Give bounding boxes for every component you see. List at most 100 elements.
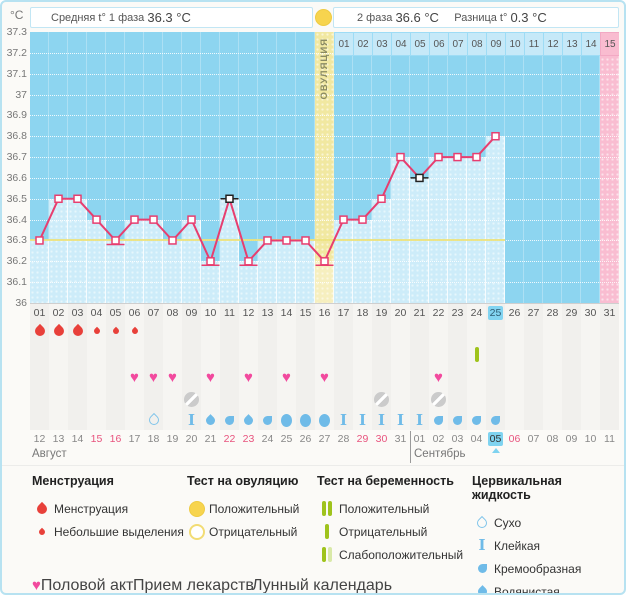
dpo-cell-14: 14 [581, 32, 601, 56]
cycle-day-17[interactable]: 17 [334, 305, 353, 320]
cycle-day-19[interactable]: 19 [372, 305, 391, 320]
cervical-sticky-day-17: I [334, 409, 353, 431]
temp-point-day-17[interactable] [339, 215, 348, 224]
temp-point-day-8[interactable] [168, 236, 177, 245]
cycle-day-21[interactable]: 21 [410, 305, 429, 320]
legend-separator [2, 465, 624, 466]
cycle-day-16[interactable]: 16 [315, 305, 334, 320]
column-separator [371, 32, 372, 303]
column-separator [124, 32, 125, 303]
legend-menstruation-title: Менструация [32, 474, 114, 488]
cervical-creamy-day-13 [258, 409, 277, 431]
y-axis-tick: 36.5 [6, 192, 27, 205]
temp-point-day-18[interactable] [358, 215, 367, 224]
temp-point-day-14[interactable] [282, 236, 291, 245]
date-label: 02 [432, 432, 445, 445]
intercourse-day-6: ♥ [125, 367, 144, 387]
temperature-curve [35, 131, 500, 267]
cycle-day-18[interactable]: 18 [353, 305, 372, 320]
temp-bar-day-25 [486, 136, 505, 303]
cycle-day-label: 15 [299, 306, 312, 319]
temp-point-day-6[interactable] [130, 215, 139, 224]
cycle-day-label: 18 [356, 306, 369, 319]
legend-item-label: Сухо [494, 515, 522, 530]
temp-point-day-15[interactable] [301, 236, 310, 245]
phase1-label: Средняя t° 1 фаза [51, 11, 148, 24]
cycle-day-04[interactable]: 04 [87, 305, 106, 320]
temp-bar-day-5 [106, 240, 125, 303]
cycle-day-30[interactable]: 30 [581, 305, 600, 320]
temp-point-day-22[interactable] [434, 152, 443, 162]
temp-bar-day-11 [220, 198, 239, 303]
y-axis-tick: 36.2 [6, 255, 27, 268]
cervical-creamy-icon [225, 415, 234, 425]
cycle-day-15[interactable]: 15 [296, 305, 315, 320]
date-label: 12 [33, 432, 46, 445]
date-19: 19 [163, 431, 182, 446]
temp-point-day-11[interactable] [225, 194, 234, 204]
temp-point-day-3[interactable] [73, 194, 82, 204]
cycle-day-label: 31 [603, 306, 616, 319]
temp-point-day-23[interactable] [453, 152, 462, 162]
date-17: 17 [125, 431, 144, 446]
date-label: 30 [375, 432, 388, 445]
cycle-day-13[interactable]: 13 [258, 305, 277, 320]
cycle-day-03[interactable]: 03 [68, 305, 87, 320]
column-separator [276, 32, 277, 303]
cycle-day-26[interactable]: 26 [505, 305, 524, 320]
cycle-day-05[interactable]: 05 [106, 305, 125, 320]
legend-item-label: Половой акт [40, 576, 134, 594]
temp-point-day-20[interactable] [396, 152, 405, 162]
temp-point-day-5[interactable] [111, 236, 120, 245]
column-separator [561, 32, 562, 303]
cycle-day-12[interactable]: 12 [239, 305, 258, 320]
gridline [30, 94, 619, 96]
temp-point-day-7[interactable] [149, 215, 158, 224]
cycle-day-31[interactable]: 31 [600, 305, 619, 320]
cervical-creamy-icon [491, 415, 500, 425]
column-separator [295, 32, 296, 303]
cycle-day-11[interactable]: 11 [220, 305, 239, 320]
temp-point-day-4[interactable] [92, 215, 101, 224]
cycle-day-27[interactable]: 27 [524, 305, 543, 320]
temp-point-day-10[interactable] [206, 257, 215, 266]
cervical-sticky-icon: I [396, 410, 405, 429]
date-label: 22 [223, 432, 236, 445]
cycle-day-14[interactable]: 14 [277, 305, 296, 320]
cycle-day-09[interactable]: 09 [182, 305, 201, 320]
temp-point-day-2[interactable] [54, 194, 63, 204]
temp-point-day-24[interactable] [472, 152, 481, 162]
cycle-day-29[interactable]: 29 [562, 305, 581, 320]
cf-creamy-icon [477, 564, 487, 573]
temp-point-day-21[interactable] [415, 173, 424, 183]
cycle-day-06[interactable]: 06 [125, 305, 144, 320]
cycle-day-20[interactable]: 20 [391, 305, 410, 320]
temp-point-day-1[interactable] [35, 236, 44, 245]
cycle-day-22[interactable]: 22 [429, 305, 448, 320]
temp-point-day-13[interactable] [263, 236, 272, 245]
legend-item-label: Прием лекарств [133, 576, 254, 594]
cycle-day-24[interactable]: 24 [467, 305, 486, 320]
legend-item-label: Небольшие выделения [54, 524, 184, 539]
temp-point-day-12[interactable] [244, 257, 253, 266]
cycle-day-28[interactable]: 28 [543, 305, 562, 320]
cycle-day-07[interactable]: 07 [144, 305, 163, 320]
temp-point-day-19[interactable] [377, 194, 386, 204]
legend-icon-slot [187, 500, 207, 517]
legend-item-label: Положительный [209, 501, 300, 516]
cycle-day-23[interactable]: 23 [448, 305, 467, 320]
temp-point-day-9[interactable] [187, 215, 196, 224]
column-separator [143, 32, 144, 303]
cycle-day-10[interactable]: 10 [201, 305, 220, 320]
menstruation-icon [70, 323, 85, 339]
temp-point-day-16[interactable] [320, 257, 329, 266]
cycle-day-02[interactable]: 02 [49, 305, 68, 320]
cycle-day-01[interactable]: 01 [30, 305, 49, 320]
cycle-day-label: 29 [565, 306, 578, 319]
cycle-day-25[interactable]: 25 [486, 305, 505, 320]
cycle-day-08[interactable]: 08 [163, 305, 182, 320]
spotting-drop-icon [37, 527, 47, 536]
cycle-day-label: 30 [584, 306, 597, 319]
temp-point-day-25[interactable] [491, 131, 500, 141]
dpo-cell-07: 07 [448, 32, 468, 56]
